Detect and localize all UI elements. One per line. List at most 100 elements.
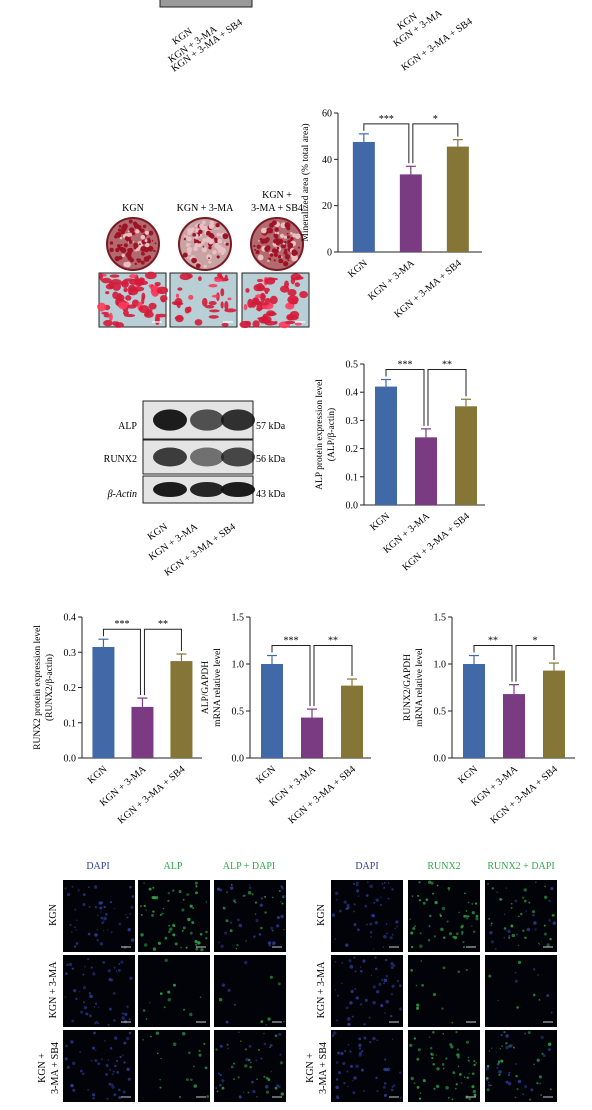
well-speck <box>185 242 190 247</box>
if-cell <box>189 904 193 908</box>
if-right-row-sb4-line1: KGN + <box>305 1053 316 1083</box>
if-cell <box>396 980 399 983</box>
mineral-nodule <box>279 285 290 293</box>
well-speck <box>137 225 142 230</box>
mineral-nodule <box>285 302 295 310</box>
if-cell <box>429 914 432 918</box>
stain-label-sb4-line1: KGN + <box>262 190 292 201</box>
if-cell <box>410 945 414 949</box>
if-cell <box>455 1083 458 1086</box>
if-right-header-runx2: RUNX2 <box>427 861 460 872</box>
mineral-nodule <box>224 274 228 282</box>
y-tick-label: 1.0 <box>434 660 447 671</box>
mineral-nodule <box>109 274 120 278</box>
if-cell <box>352 1080 354 1082</box>
significance-bracket-1 <box>412 123 459 164</box>
if-cell <box>471 1085 475 1089</box>
if-cell <box>247 890 252 895</box>
if-cell <box>140 913 143 916</box>
if-cell <box>465 968 468 972</box>
well-speck <box>206 230 211 236</box>
mineral-nodule <box>263 287 270 293</box>
mineral-nodule <box>144 312 150 317</box>
if-cell <box>432 1031 435 1034</box>
if-cell <box>419 932 422 935</box>
if-cell <box>263 1075 266 1078</box>
if-tile <box>485 955 557 1027</box>
mineral-nodule <box>129 274 137 279</box>
significance-label-1: ** <box>328 636 338 647</box>
if-cell <box>178 890 182 894</box>
if-cell <box>272 943 275 946</box>
if-cell <box>94 933 98 937</box>
if-cell <box>355 1064 359 1068</box>
if-cell <box>346 903 350 907</box>
if-cell <box>345 943 349 947</box>
if-cell <box>358 1047 362 1050</box>
if-cell <box>128 1018 131 1021</box>
if-cell <box>66 963 69 967</box>
well-speck <box>140 234 146 240</box>
if-cell <box>130 938 135 942</box>
if-cell <box>265 1090 270 1094</box>
if-cell <box>335 1061 339 1064</box>
if-cell <box>159 913 162 916</box>
if-cell <box>71 967 74 970</box>
bar-chart-0: 0 20 40 60 Mineralized area (% total area) KG… <box>300 109 482 320</box>
if-cell <box>410 969 414 972</box>
if-cell <box>278 890 281 892</box>
if-cell <box>236 918 240 922</box>
if-cell <box>467 901 470 904</box>
if-cell <box>103 905 106 909</box>
if-cell <box>495 1051 497 1053</box>
mineral-nodule <box>220 301 224 309</box>
if-cell <box>385 974 388 978</box>
if-cell <box>217 1072 221 1075</box>
if-cell <box>81 1072 85 1076</box>
if-cell <box>268 1046 271 1049</box>
if-cell <box>376 1039 379 1042</box>
if-cell <box>276 924 280 928</box>
well-speck <box>203 264 207 268</box>
well-speck <box>187 230 192 236</box>
bar-chart-2: 0.0 0.1 0.2 0.3 0.4 RUNX2 protein expression … <box>33 613 202 826</box>
well-speck <box>193 239 197 243</box>
if-cell <box>64 887 67 890</box>
if-cell <box>410 931 414 935</box>
bar-0 <box>375 386 397 505</box>
mineral-nodule <box>155 313 167 318</box>
well-speck <box>151 239 154 242</box>
if-cell <box>66 892 71 897</box>
if-cell <box>265 1024 268 1026</box>
if-cell <box>439 913 441 916</box>
if-cell <box>245 1057 249 1062</box>
if-cell <box>359 1003 363 1006</box>
mineral-nodule <box>299 290 309 299</box>
if-cell <box>126 1036 130 1041</box>
if-cell <box>71 931 73 933</box>
if-cell <box>375 898 379 902</box>
well-speck <box>187 236 192 242</box>
if-cell <box>422 901 426 905</box>
if-cell <box>249 1061 252 1064</box>
if-cell <box>540 1093 543 1096</box>
if-cell <box>106 1097 109 1100</box>
if-cell <box>429 1046 433 1050</box>
y-tick-label: 0.1 <box>64 718 77 729</box>
well-speck <box>134 262 137 266</box>
well-speck <box>287 259 290 262</box>
if-cell <box>542 1054 546 1058</box>
if-cell <box>335 1095 340 1099</box>
if-cell <box>516 1006 519 1009</box>
if-cell <box>399 1096 402 1099</box>
mineral-nodule <box>204 305 215 309</box>
mineral-nodule <box>112 282 122 291</box>
well-speck <box>123 243 128 248</box>
if-cell <box>344 1050 346 1053</box>
if-cell <box>270 1070 272 1073</box>
if-cell <box>249 884 251 886</box>
if-cell <box>244 1048 247 1051</box>
if-cell <box>194 881 198 885</box>
stain-label-sb4-line2: 3-MA + SB4 <box>251 203 303 214</box>
if-cell <box>391 1038 394 1040</box>
